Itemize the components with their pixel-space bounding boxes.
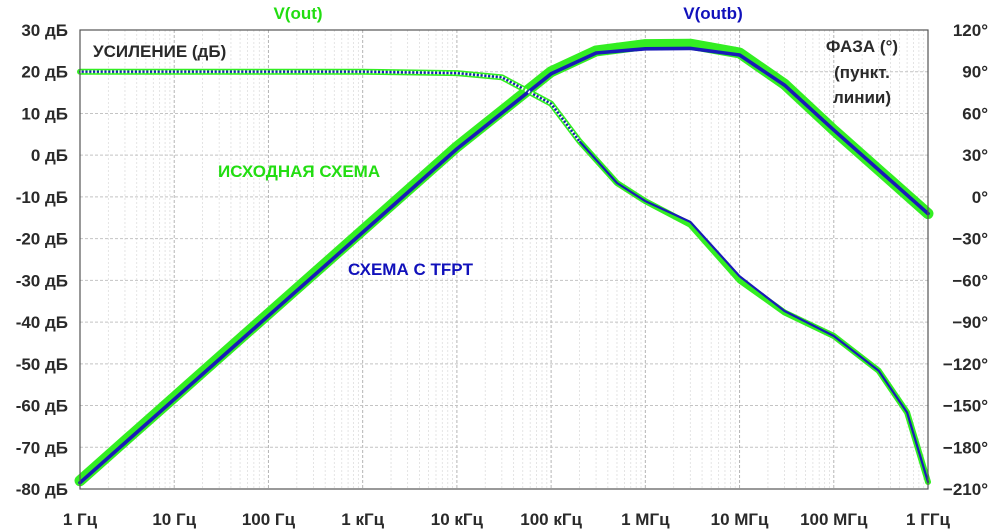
y-left-tick-label: 20 дБ	[21, 63, 68, 82]
y-left-tick-label: -20 дБ	[16, 230, 68, 249]
x-tick-label: 10 МГц	[711, 510, 769, 529]
top-label-voutb: V(outb)	[683, 4, 742, 23]
y-right-tick-label: −90°	[952, 313, 988, 332]
x-tick-label: 1 Гц	[63, 510, 98, 529]
y-left-tick-label: -70 дБ	[16, 438, 68, 457]
y-left-tick-label: -60 дБ	[16, 397, 68, 416]
y-axis-label-right-line2: (пункт.	[834, 63, 890, 82]
y-right-tick-label: −30°	[952, 230, 988, 249]
y-axis-label-right-line3: линии)	[833, 88, 891, 107]
tick-labels: 1 Гц 10 Гц 100 Гц 1 кГц 10 кГц 100 кГц 1 МГц 10…	[16, 21, 989, 529]
phase-dotted-mask	[80, 70, 581, 143]
y-right-tick-label: −210°	[943, 480, 988, 499]
series-layer	[74, 38, 934, 487]
y-right-tick-label: −180°	[943, 438, 988, 457]
y-right-tick-label: −150°	[943, 397, 988, 416]
y-right-tick-label: −120°	[943, 355, 988, 374]
plot-frame	[79, 29, 929, 490]
y-left-tick-label: -50 дБ	[16, 355, 68, 374]
y-left-tick-label: 0 дБ	[31, 146, 68, 165]
y-axis-label-right-line1: ФАЗА (°)	[826, 37, 898, 56]
annotation-original-circuit: ИСХОДНАЯ СХЕМА	[218, 162, 380, 181]
series-phase-voutb	[78, 70, 930, 484]
x-tick-label: 10 Гц	[152, 510, 196, 529]
y-right-tick-label: 30°	[962, 146, 988, 165]
x-tick-label: 1 ГГц	[906, 510, 950, 529]
y-right-tick-label: 90°	[962, 63, 988, 82]
y-right-tick-label: 0°	[972, 188, 988, 207]
y-left-tick-label: -40 дБ	[16, 313, 68, 332]
y-left-tick-label: 30 дБ	[21, 21, 68, 40]
x-tick-label: 1 МГц	[621, 510, 670, 529]
x-tick-label: 100 Гц	[242, 510, 296, 529]
top-label-vout: V(out)	[273, 4, 322, 23]
y-axis-label-left: УСИЛЕНИЕ (дБ)	[93, 42, 226, 61]
y-right-tick-label: 120°	[953, 21, 988, 40]
series-gain-voutb	[78, 46, 930, 485]
x-tick-label: 10 кГц	[431, 510, 484, 529]
x-tick-label: 100 кГц	[520, 510, 582, 529]
y-left-tick-label: -80 дБ	[16, 480, 68, 499]
x-tick-label: 100 МГц	[800, 510, 868, 529]
series-phase-vout	[77, 68, 931, 485]
y-left-tick-label: 10 дБ	[21, 104, 68, 123]
y-right-tick-label: 60°	[962, 104, 988, 123]
annotation-tfpt-circuit: СХЕМА С TFPT	[348, 260, 474, 279]
y-right-tick-label: −60°	[952, 271, 988, 290]
y-left-tick-label: -30 дБ	[16, 271, 68, 290]
x-tick-label: 1 кГц	[341, 510, 384, 529]
y-left-tick-label: -10 дБ	[16, 188, 68, 207]
